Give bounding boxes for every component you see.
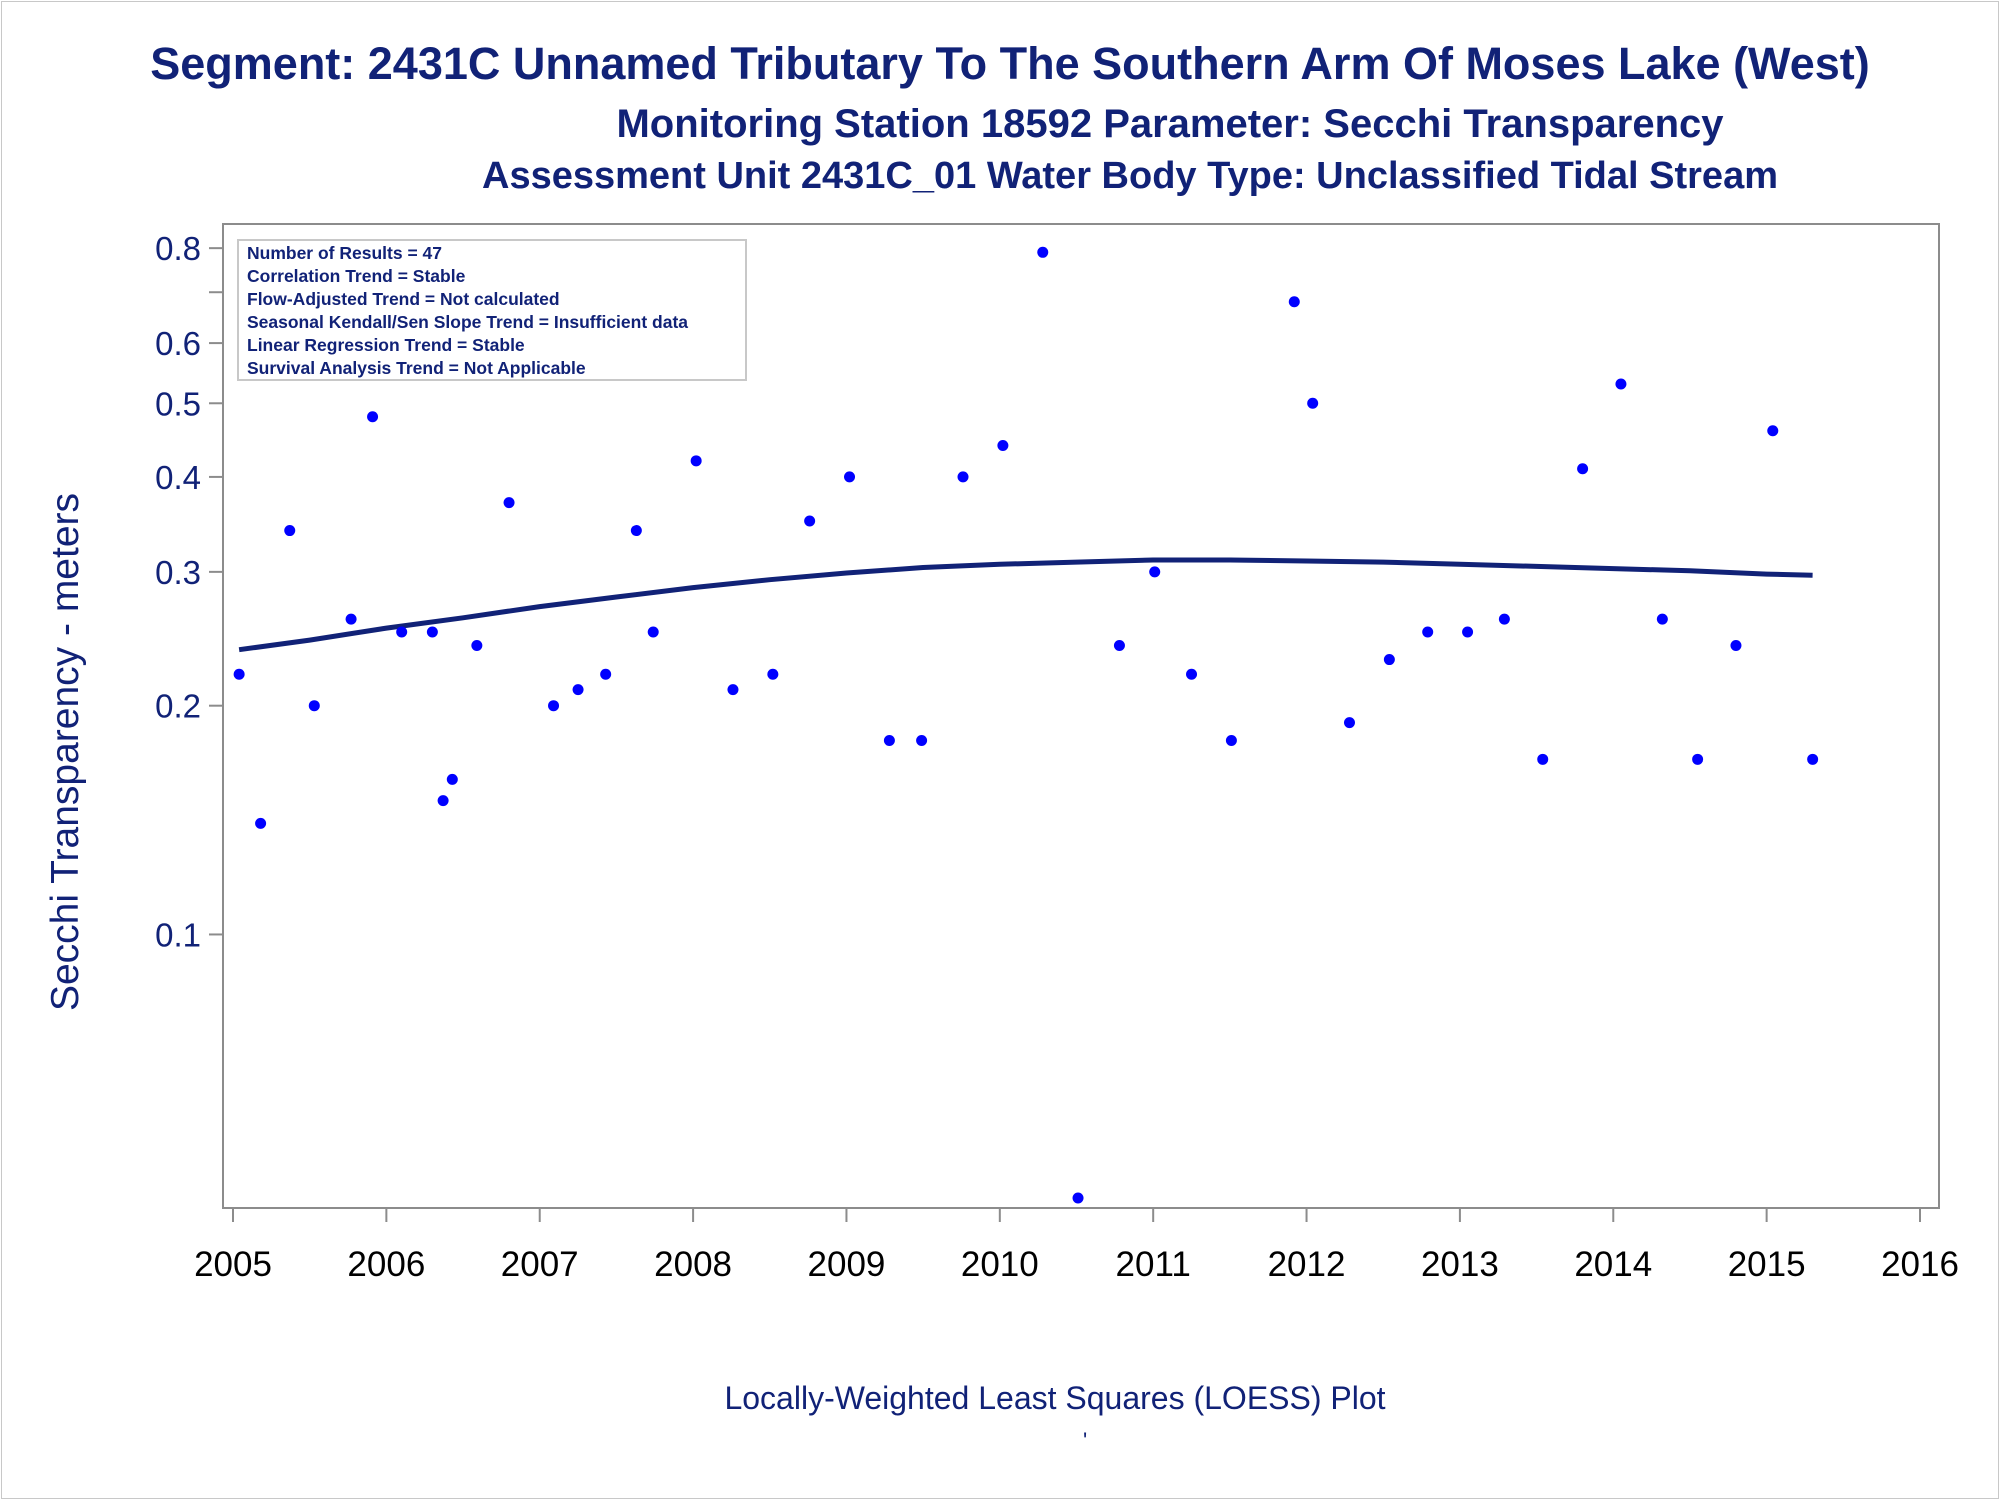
y-tick-label: 0.5 [155,385,201,422]
data-point [233,668,245,680]
data-point [446,773,458,785]
data-point [600,668,612,680]
data-point [883,734,895,746]
y-tick-label: 0.2 [155,688,201,725]
data-point [1288,296,1300,308]
data-point [1537,753,1549,765]
stats-line: Survival Analysis Trend = Not Applicable [247,358,586,378]
stats-line: Linear Regression Trend = Stable [247,335,525,355]
data-point [572,684,584,696]
data-point [1186,668,1198,680]
data-point [426,626,438,638]
data-point [1383,654,1395,666]
footnote-mark: ' [1083,1428,1088,1453]
chart-footnote: Locally-Weighted Least Squares (LOESS) P… [724,1380,1386,1416]
data-point [804,515,816,527]
data-point [1307,397,1319,409]
data-point [1225,734,1237,746]
data-point [471,640,483,652]
data-point [1422,626,1434,638]
chart-title-segment: Segment: 2431C Unnamed Tributary To The … [150,38,1870,89]
data-point [367,411,379,423]
x-tick-label: 2009 [808,1245,886,1284]
data-point [1498,613,1510,625]
data-point [997,439,1009,451]
stats-line: Flow-Adjusted Trend = Not calculated [247,289,560,309]
data-point [957,471,969,483]
data-point [1072,1192,1084,1204]
x-tick-label: 2013 [1421,1245,1499,1284]
data-point [647,626,659,638]
x-tick-label: 2014 [1574,1245,1652,1284]
data-point [308,700,320,712]
data-point [548,700,560,712]
data-point [1037,246,1049,258]
x-tick-label: 2005 [194,1245,272,1284]
x-tick-label: 2006 [347,1245,425,1284]
x-tick-label: 2008 [654,1245,732,1284]
data-point [690,455,702,467]
data-point [345,613,357,625]
data-point [503,497,515,509]
data-point [767,668,779,680]
data-point [1807,753,1819,765]
y-tick-label: 0.8 [155,230,201,267]
data-point [437,795,449,807]
data-point [916,734,928,746]
data-point [1615,378,1627,390]
stats-line: Number of Results = 47 [247,243,442,263]
y-tick-label: 0.6 [155,325,201,362]
y-tick-label: 0.3 [155,554,201,591]
data-point [1656,613,1668,625]
plot-frame [222,223,1940,1209]
data-point [284,525,296,537]
data-point [630,525,642,537]
y-tick-label: 0.4 [155,459,201,496]
data-point [396,626,408,638]
data-point [255,817,267,829]
loess-trend-line [238,557,1813,653]
data-point [1149,566,1161,578]
x-tick-label: 2007 [501,1245,579,1284]
y-axis-label: Secchi Transparency - meters [44,493,87,1011]
data-point [1113,640,1125,652]
data-point [1730,640,1742,652]
data-point [1577,463,1589,475]
x-tick-label: 2016 [1881,1245,1959,1284]
y-tick-label: 0.1 [155,916,201,953]
x-tick-label: 2010 [961,1245,1039,1284]
chart-title-station: Monitoring Station 18592 Parameter: Secc… [616,102,1724,146]
data-point [1462,626,1474,638]
x-tick-label: 2011 [1116,1245,1191,1284]
stats-line: Correlation Trend = Stable [247,266,466,286]
data-point [1343,717,1355,729]
data-point [844,471,856,483]
stats-line: Seasonal Kendall/Sen Slope Trend = Insuf… [247,312,688,332]
x-tick-label: 2012 [1268,1245,1346,1284]
data-point [1692,753,1704,765]
data-point [1767,425,1779,437]
data-point [727,684,739,696]
stats-box [237,239,747,381]
x-tick-label: 2015 [1728,1245,1806,1284]
chart-title-assessment-unit: Assessment Unit 2431C_01 Water Body Type… [482,155,1778,197]
